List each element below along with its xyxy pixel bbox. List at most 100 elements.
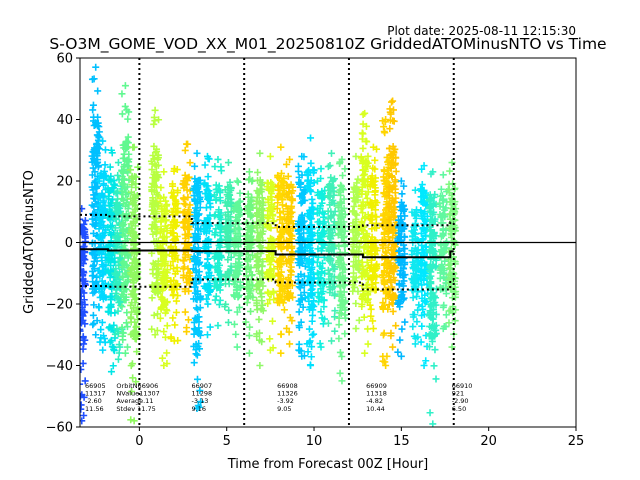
data-point	[119, 180, 127, 188]
orbit-annotation-5: 66910	[452, 382, 473, 390]
data-point	[203, 152, 211, 160]
data-point	[427, 268, 435, 276]
data-point	[297, 215, 305, 223]
data-point	[340, 204, 348, 212]
data-point	[116, 343, 124, 351]
data-point	[372, 279, 380, 287]
data-point	[439, 212, 447, 220]
data-point	[369, 268, 377, 276]
data-point	[247, 307, 255, 315]
data-point	[397, 352, 405, 360]
data-point	[204, 255, 212, 263]
data-point	[253, 332, 261, 340]
data-point	[121, 237, 129, 245]
data-point	[270, 265, 278, 273]
data-point	[386, 152, 394, 160]
y-tick-label: 0	[65, 236, 73, 251]
data-point	[425, 311, 433, 319]
data-point	[170, 285, 178, 293]
data-point	[194, 192, 202, 200]
data-point	[227, 195, 235, 203]
data-point	[288, 242, 296, 250]
data-point	[230, 291, 238, 299]
data-point	[201, 161, 209, 169]
data-point	[335, 218, 343, 226]
data-point	[182, 215, 190, 223]
data-point	[338, 199, 346, 207]
data-point	[130, 143, 138, 151]
data-point	[206, 280, 214, 288]
data-point	[193, 351, 201, 359]
data-point	[420, 162, 428, 170]
data-point	[314, 245, 322, 253]
data-point	[284, 205, 292, 213]
data-point	[368, 212, 376, 220]
data-point	[385, 192, 393, 200]
data-point	[284, 172, 292, 180]
data-point	[169, 265, 177, 273]
data-point	[233, 269, 241, 277]
data-point	[153, 327, 161, 335]
data-point	[92, 119, 100, 127]
data-point	[442, 290, 450, 298]
data-point	[421, 298, 429, 306]
data-point	[367, 239, 375, 247]
data-point	[274, 269, 282, 277]
data-point	[420, 362, 428, 369]
data-point	[213, 284, 221, 292]
data-point	[121, 141, 129, 149]
data-point	[306, 187, 314, 195]
data-point	[316, 340, 324, 348]
data-point	[224, 240, 232, 248]
data-point	[148, 294, 156, 302]
data-point	[411, 340, 419, 348]
data-point	[427, 278, 435, 286]
data-point	[366, 199, 374, 207]
data-point	[104, 307, 112, 315]
data-point	[276, 209, 284, 217]
data-point	[338, 297, 346, 305]
data-point	[243, 283, 251, 291]
data-point	[337, 191, 345, 199]
data-point	[383, 352, 391, 360]
data-point	[172, 297, 180, 305]
data-point	[418, 181, 426, 189]
data-point	[132, 323, 140, 331]
data-point	[265, 289, 273, 297]
data-point	[318, 290, 326, 298]
data-point	[381, 358, 389, 366]
data-point	[226, 178, 234, 186]
data-point	[410, 262, 418, 270]
data-point	[392, 167, 400, 175]
data-point	[285, 292, 293, 300]
data-point	[391, 185, 399, 193]
data-point	[324, 163, 332, 171]
data-point	[288, 202, 296, 210]
data-point	[359, 159, 367, 167]
data-point	[451, 317, 459, 325]
data-point	[350, 207, 358, 215]
data-point	[193, 149, 201, 157]
data-point	[88, 183, 96, 191]
data-point	[132, 173, 140, 181]
data-point	[307, 362, 315, 369]
data-point	[80, 417, 86, 425]
data-point	[369, 325, 377, 333]
data-point	[409, 294, 417, 302]
data-point	[419, 186, 427, 194]
data-point	[285, 193, 293, 201]
data-point	[115, 349, 123, 357]
data-point	[320, 218, 328, 226]
data-point	[179, 219, 187, 227]
orbit-annotation-3: 66908	[277, 382, 298, 390]
data-point	[255, 280, 263, 288]
data-point	[171, 270, 179, 278]
data-point	[130, 190, 138, 198]
data-point	[309, 301, 317, 309]
data-point	[360, 170, 368, 178]
data-point	[101, 146, 109, 154]
data-point	[265, 185, 273, 193]
data-point	[425, 343, 433, 351]
y-axis: −60 −40 −20 0 20 40 60	[46, 52, 80, 436]
data-point	[155, 116, 163, 124]
